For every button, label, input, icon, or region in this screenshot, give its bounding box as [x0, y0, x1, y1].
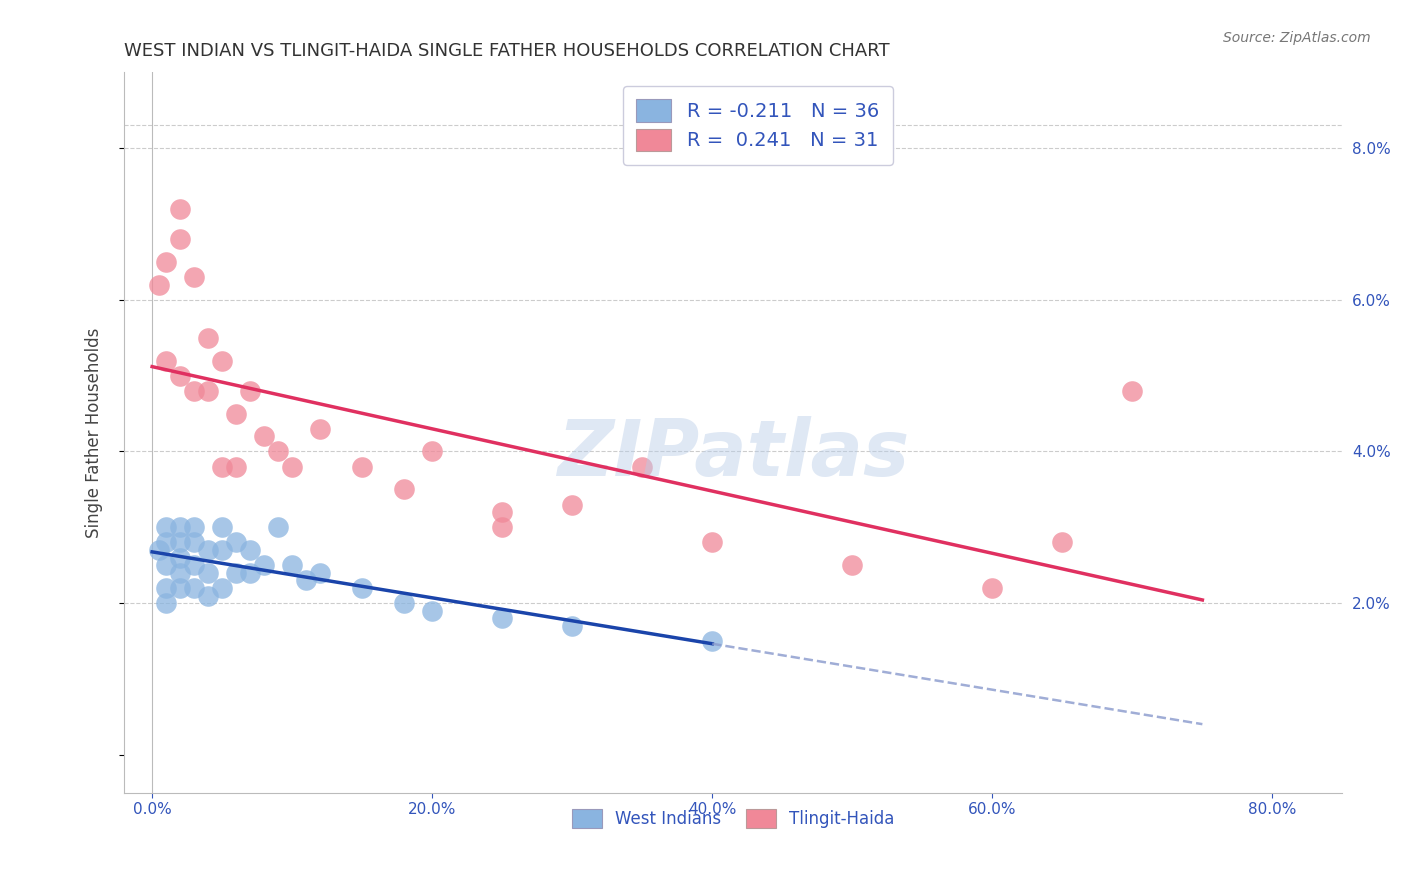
Point [183, 520, 205, 534]
Point [1052, 535, 1074, 549]
Point [392, 483, 415, 497]
Point [183, 270, 205, 285]
Point [561, 498, 583, 512]
Point [225, 566, 247, 580]
Point [225, 407, 247, 421]
Point [352, 581, 374, 595]
Point [281, 558, 304, 573]
Point [702, 535, 724, 549]
Point [169, 368, 191, 383]
Legend: West Indians, Tlingit-Haida: West Indians, Tlingit-Haida [565, 802, 901, 835]
Point [211, 459, 233, 474]
Point [155, 353, 177, 368]
Point [169, 202, 191, 216]
Point [197, 566, 219, 580]
Point [183, 535, 205, 549]
Point [981, 581, 1004, 595]
Point [169, 232, 191, 246]
Point [183, 581, 205, 595]
Point [169, 550, 191, 565]
Point [155, 255, 177, 269]
Point [491, 520, 513, 534]
Point [253, 558, 276, 573]
Point [491, 611, 513, 625]
Point [211, 581, 233, 595]
Point [169, 535, 191, 549]
Point [225, 459, 247, 474]
Point [267, 444, 290, 458]
Point [155, 596, 177, 610]
Point [183, 558, 205, 573]
Point [169, 520, 191, 534]
Point [155, 535, 177, 549]
Point [281, 459, 304, 474]
Point [239, 384, 262, 398]
Point [148, 543, 170, 558]
Point [155, 520, 177, 534]
Point [197, 589, 219, 603]
Point [267, 520, 290, 534]
Point [309, 422, 332, 436]
Point [1121, 384, 1143, 398]
Text: Source: ZipAtlas.com: Source: ZipAtlas.com [1223, 31, 1371, 45]
Point [197, 543, 219, 558]
Point [197, 331, 219, 345]
Point [295, 574, 318, 588]
Point [253, 429, 276, 443]
Point [561, 619, 583, 633]
Point [148, 277, 170, 292]
Point [352, 459, 374, 474]
Point [491, 505, 513, 519]
Point [169, 581, 191, 595]
Point [239, 543, 262, 558]
Point [211, 543, 233, 558]
Point [420, 444, 443, 458]
Point [309, 566, 332, 580]
Point [211, 353, 233, 368]
Point [392, 596, 415, 610]
Point [197, 384, 219, 398]
Text: ZIPatlas: ZIPatlas [557, 417, 910, 492]
Point [211, 520, 233, 534]
Point [155, 558, 177, 573]
Point [239, 566, 262, 580]
Point [631, 459, 654, 474]
Point [225, 535, 247, 549]
Point [420, 604, 443, 618]
Text: WEST INDIAN VS TLINGIT-HAIDA SINGLE FATHER HOUSEHOLDS CORRELATION CHART: WEST INDIAN VS TLINGIT-HAIDA SINGLE FATH… [124, 42, 890, 60]
Point [841, 558, 863, 573]
Y-axis label: Single Father Households: Single Father Households [86, 327, 103, 538]
Point [155, 581, 177, 595]
Point [183, 384, 205, 398]
Point [702, 634, 724, 648]
Point [169, 566, 191, 580]
